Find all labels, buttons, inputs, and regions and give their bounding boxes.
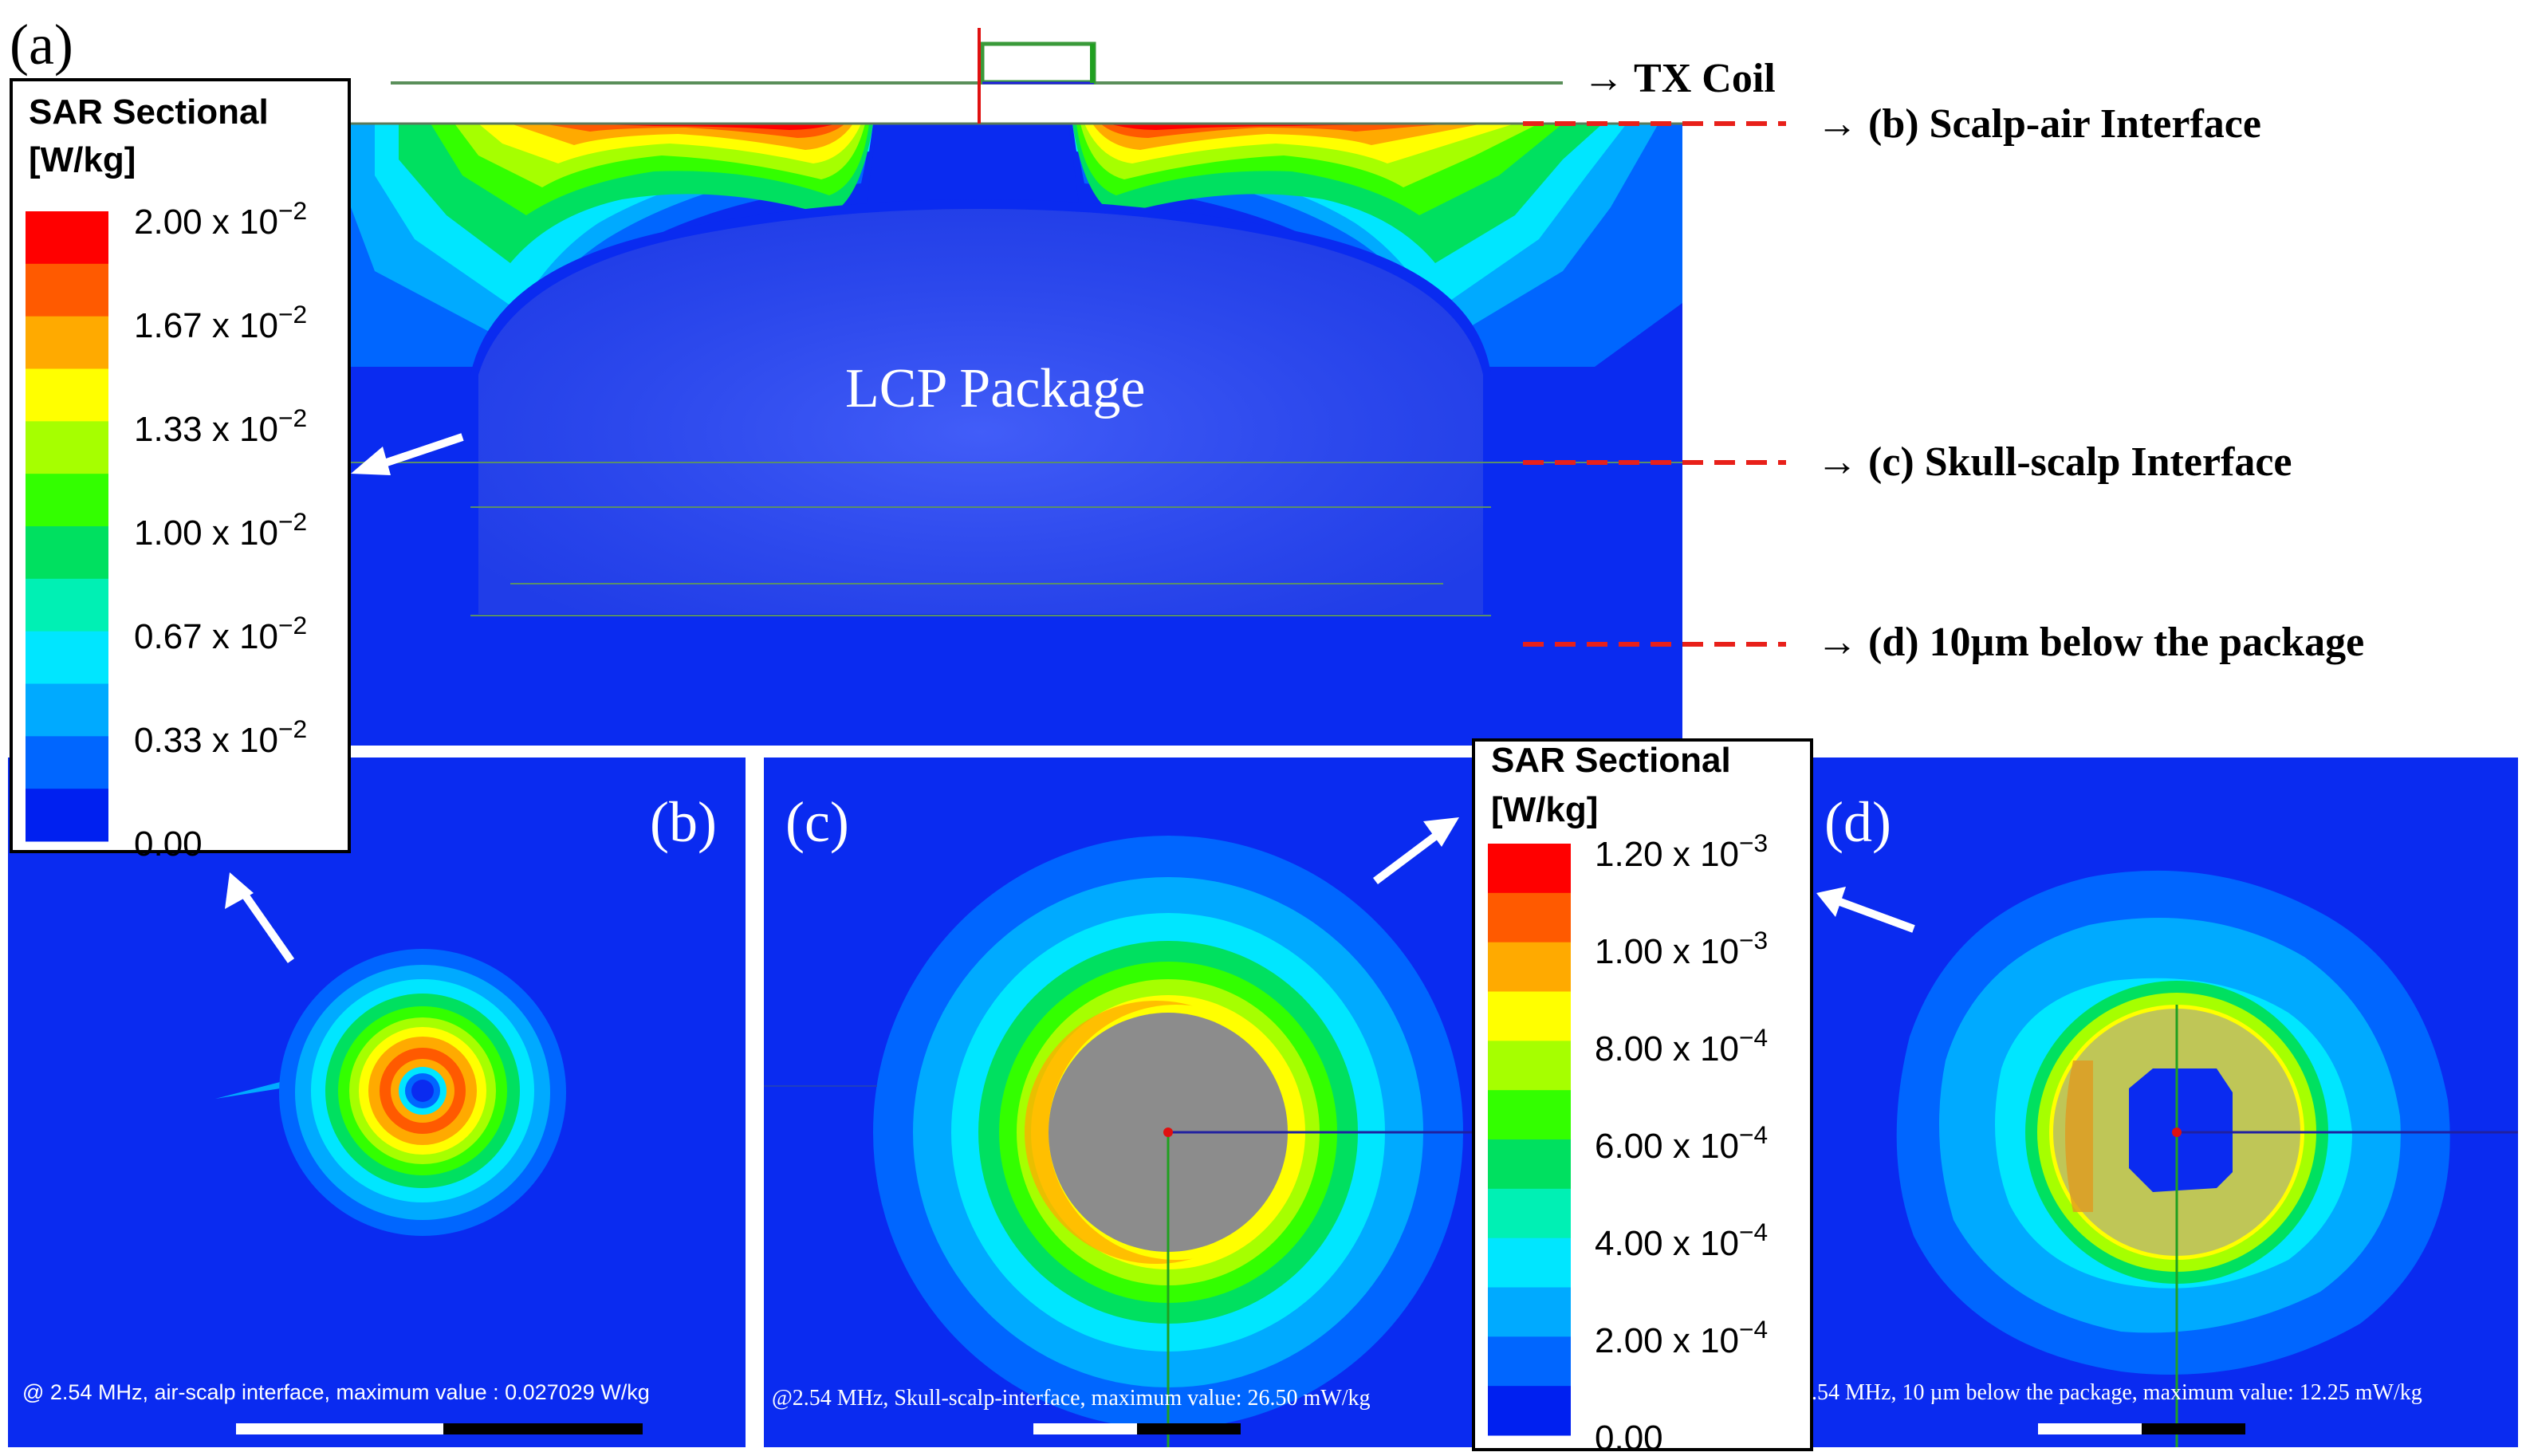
colorbar-tick-label: 1.20 x 10−3 [1595,828,1768,874]
colorbar-tick-label: 8.00 x 10−4 [1595,1023,1768,1068]
panel-d-sar-ring [1896,870,2518,1447]
panel-b-sar-ring [215,949,566,1236]
label-skull-scalp: → (c) Skull-scalp Interface [1816,439,2292,485]
colorbar-tick-label: 1.00 x 10−2 [134,507,307,553]
colorbar-swatch [1488,1090,1571,1140]
colorbar-swatch [26,578,108,632]
panel-label-c: (c) [785,790,849,854]
caption-b: @ 2.54 MHz, air-scalp interface, maximum… [22,1380,650,1404]
legend-1-colorbar [26,211,108,842]
colorbar-tick-exponent: −2 [278,714,307,743]
panel-label-b: (b) [650,790,717,854]
colorbar-swatch [1488,991,1571,1041]
arrow-d-icon [1836,897,1915,933]
colorbar-tick-label: 1.00 x 10−3 [1595,926,1768,971]
colorbar-swatch [26,736,108,789]
label-below-package: → (d) 10µm below the package [1816,620,2364,665]
colorbar-tick-label: 1.33 x 10−2 [134,403,307,449]
colorbar-swatch [1488,1041,1571,1091]
scale-bar-d-black [2142,1423,2245,1434]
colorbar-tick-label: 2.00 x 10−4 [1595,1315,1768,1360]
lcp-package-dome [478,209,1483,614]
colorbar-tick-label: 0.33 x 10−2 [134,714,307,760]
arrow-a-head-icon [351,447,391,475]
panel-d [1810,758,2518,1447]
panel-c-sar-ring [764,836,1474,1447]
arrow-a-icon [373,433,464,470]
scale-bar-b-black [443,1423,643,1434]
colorbar-tick-exponent: −3 [1739,926,1768,954]
colorbar-swatch [26,474,108,527]
colorbar-tick-label: 2.00 x 10−2 [134,196,307,242]
colorbar-swatch [1488,844,1571,894]
legend-1-title: SAR Sectional [29,92,269,132]
colorbar-swatch [1488,1287,1571,1337]
colorbar-tick-exponent: −2 [278,196,307,225]
colorbar-swatch [1488,892,1571,943]
legend-2-ticks: 1.20 x 10−3 1.00 x 10−3 8.00 x 10−4 6.00 x … [1595,828,1768,1456]
colorbar-swatch [1488,942,1571,992]
colorbar-swatch [1488,1188,1571,1239]
white-arrows [225,433,1915,963]
colorbar-tick-exponent: −2 [278,403,307,432]
origin-marker-c-icon [1163,1127,1173,1137]
legend-2: SAR Sectional [W/kg] 1.20 x 10−3 1.00 x 1… [1472,738,1813,1456]
colorbar-tick-exponent: −2 [278,507,307,536]
tx-coil-body [980,41,1096,85]
colorbar-tick-exponent: −2 [278,300,307,329]
colorbar-swatch [26,211,108,265]
colorbar-tick-label: 0.00 [134,824,203,864]
origin-marker-d-icon [2172,1127,2182,1137]
colorbar-swatch [26,683,108,737]
colorbar-swatch [1488,1386,1571,1436]
colorbar-swatch [26,631,108,684]
colorbar-swatch [26,316,108,369]
panel-label-a: (a) [10,13,73,77]
colorbar-tick-label: 0.67 x 10−2 [134,611,307,656]
legend-2-colorbar [1488,844,1571,1436]
colorbar-tick-exponent: −4 [1739,1315,1768,1344]
colorbar-swatch [1488,1336,1571,1387]
arrow-d-head-icon [1816,887,1846,917]
panel-b [8,758,746,1447]
label-lcp-package: LCP Package [845,358,1146,419]
colorbar-tick-exponent: −4 [1739,1023,1768,1052]
legend-2-title: SAR Sectional [1491,741,1731,780]
legend-1-ticks: 2.00 x 10−2 1.67 x 10−2 1.33 x 10−2 1.00 x … [134,196,307,864]
colorbar-tick-exponent: −4 [1739,1218,1768,1246]
colorbar-swatch [26,789,108,842]
panel-a [351,122,1682,746]
legend-2-unit: [W/kg] [1491,790,1598,829]
colorbar-swatch [26,526,108,580]
colorbar-tick-exponent: −2 [278,611,307,639]
colorbar-swatch [26,421,108,474]
dashed-markers [1523,121,1786,647]
scale-bar-c-black [1137,1423,1241,1434]
colorbar-tick-label: 0.00 [1595,1419,1663,1456]
arrow-b-icon [235,884,295,963]
tx-coil [391,28,1563,124]
colorbar-swatch [1488,1139,1571,1190]
colorbar-swatch [1488,1238,1571,1288]
panel-a-sar-field [351,124,1682,618]
legend-1: SAR Sectional [W/kg] 2.00 x 10−2 1.67 x 1… [10,78,351,864]
colorbar-tick-exponent: −3 [1739,828,1768,857]
caption-c: @2.54 MHz, Skull-scalp-interface, maximu… [772,1386,1371,1411]
arrow-c-icon [1373,830,1442,884]
arrow-c-head-icon [1423,817,1459,847]
colorbar-tick-label: 6.00 x 10−4 [1595,1120,1768,1166]
panel-c [764,758,1474,1447]
legend-1-unit: [W/kg] [29,140,136,179]
colorbar-tick-label: 4.00 x 10−4 [1595,1218,1768,1263]
colorbar-swatch [26,263,108,317]
colorbar-swatch [26,368,108,422]
panel-label-d: (d) [1824,790,1891,854]
label-scalp-air: → (b) Scalp-air Interface [1816,101,2261,147]
label-tx-coil: → TX Coil [1583,56,1776,101]
caption-d: .54 MHz, 10 µm below the package, maximu… [1812,1380,2422,1405]
colorbar-tick-label: 1.67 x 10−2 [134,300,307,345]
colorbar-tick-exponent: −4 [1739,1120,1768,1149]
arrow-b-head-icon [225,872,254,909]
